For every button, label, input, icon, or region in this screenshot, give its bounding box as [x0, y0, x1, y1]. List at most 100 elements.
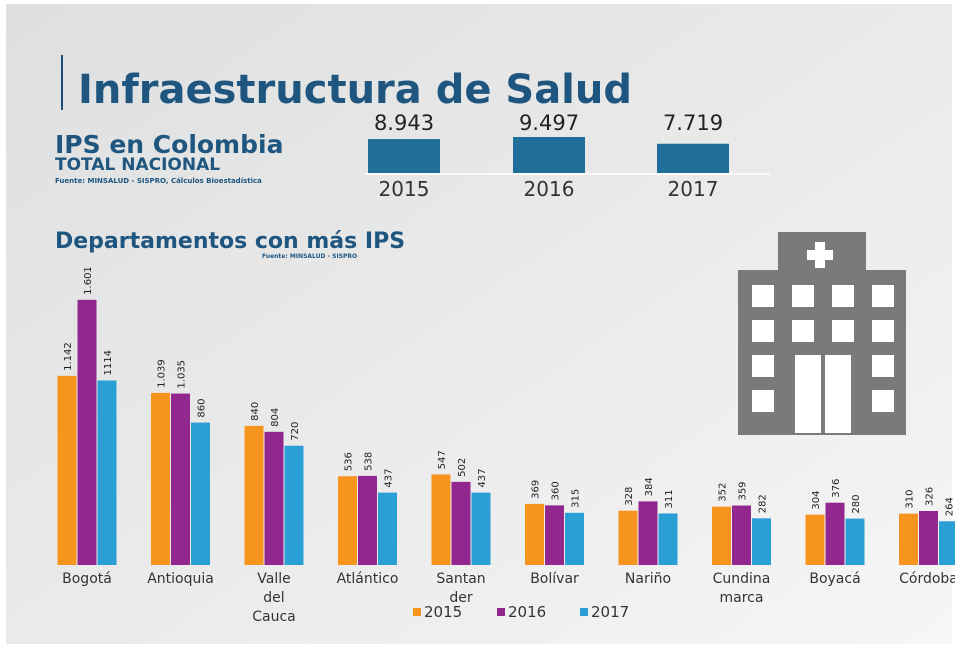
- value-label: 264: [945, 497, 955, 516]
- value-label: 311: [664, 489, 675, 508]
- bar: [919, 511, 938, 565]
- bar: [939, 521, 955, 565]
- bar: [658, 513, 678, 565]
- value-label: 720: [290, 422, 301, 441]
- bar: [338, 476, 357, 565]
- legend-swatch: [580, 608, 588, 616]
- x-tick-line: Cundina: [713, 571, 771, 587]
- source: Fuente: MINSALUD - SISPRO, Cálculos Bioe…: [55, 177, 262, 185]
- bar: [264, 431, 284, 565]
- value-label: 352: [718, 483, 729, 502]
- x-tick-line: Bogotá: [62, 571, 112, 587]
- chart-title: Departamentos con más IPS: [55, 229, 405, 254]
- bar: [657, 143, 729, 173]
- x-tick-line: Antioquia: [147, 571, 214, 587]
- value-label: 437: [384, 469, 395, 488]
- value-label: 376: [831, 479, 842, 498]
- bar: [97, 380, 117, 565]
- x-tick-line: Atlántico: [337, 571, 399, 587]
- value-label: 8.943: [374, 111, 434, 135]
- x-tick-label: Santan der: [436, 571, 485, 606]
- value-label: 502: [457, 458, 468, 477]
- x-tick-label: Valle del Cauca: [252, 571, 296, 625]
- x-tick-line: Santan: [436, 571, 485, 587]
- hospital-icon: [738, 232, 906, 435]
- x-tick-label: 2016: [524, 177, 575, 201]
- title: Infraestructura de Salud: [78, 67, 632, 113]
- bar: [151, 392, 170, 565]
- value-label: 384: [644, 477, 655, 496]
- value-label: 1114: [103, 350, 114, 375]
- x-tick-label: Bolívar: [530, 571, 579, 587]
- subtitle: IPS en Colombia: [55, 130, 283, 159]
- bar: [845, 518, 865, 565]
- bar: [712, 506, 731, 565]
- value-label: 326: [925, 487, 936, 506]
- x-tick-line: Cauca: [252, 609, 296, 625]
- value-label: 369: [531, 480, 542, 499]
- bar: [638, 501, 658, 565]
- value-label: 360: [551, 481, 562, 500]
- value-label: 538: [364, 452, 375, 471]
- value-label: 1.039: [157, 359, 168, 388]
- x-tick-line: Valle: [257, 571, 290, 587]
- x-tick-line: Nariño: [625, 571, 671, 587]
- value-label: 7.719: [663, 111, 723, 135]
- legend-label: 2015: [424, 603, 462, 621]
- bar: [752, 518, 771, 565]
- caption: TOTAL NACIONAL: [55, 155, 220, 175]
- value-label: 9.497: [519, 111, 579, 135]
- value-label: 280: [851, 495, 862, 514]
- bar: [899, 513, 918, 565]
- x-tick-label: Nariño: [625, 571, 671, 587]
- x-tick-line: del: [263, 590, 284, 606]
- bar: [565, 512, 584, 565]
- value-label: 359: [738, 481, 749, 500]
- x-tick-line: der: [449, 590, 473, 606]
- x-tick-label: Boyacá: [809, 571, 860, 587]
- bar: [284, 445, 304, 565]
- bar: [368, 139, 440, 173]
- bar: [471, 492, 491, 565]
- value-label: 536: [344, 452, 355, 471]
- bar: [57, 375, 77, 565]
- legend-label: 2016: [508, 603, 546, 621]
- x-tick-line: marca: [720, 590, 764, 606]
- value-label: 437: [477, 469, 488, 488]
- bar: [171, 393, 190, 565]
- x-tick-label: 2015: [379, 177, 430, 201]
- value-label: 804: [270, 408, 281, 427]
- value-label: 1.142: [63, 342, 74, 371]
- bar: [77, 299, 97, 565]
- x-tick-label: Córdoba: [899, 571, 955, 587]
- legend-swatch: [413, 608, 421, 616]
- value-label: 1.601: [83, 266, 94, 295]
- bar: [545, 505, 564, 565]
- bar: [732, 505, 751, 565]
- x-tick-line: Bolívar: [530, 571, 579, 587]
- value-label: 282: [758, 494, 769, 513]
- x-tick-label: Bogotá: [62, 571, 112, 587]
- value-label: 840: [250, 402, 261, 421]
- legend-swatch: [497, 608, 505, 616]
- value-label: 860: [197, 398, 208, 417]
- bar: [191, 422, 210, 565]
- bar: [358, 475, 377, 565]
- legend-label: 2017: [591, 603, 629, 621]
- bar: [825, 502, 845, 565]
- value-label: 1.035: [177, 360, 188, 389]
- bar: [513, 137, 585, 173]
- x-tick-line: Boyacá: [809, 571, 860, 587]
- bar: [451, 481, 471, 565]
- x-tick-label: Atlántico: [337, 571, 399, 587]
- x-tick-line: Córdoba: [899, 571, 955, 587]
- value-label: 328: [624, 487, 635, 506]
- value-label: 310: [905, 490, 916, 509]
- value-label: 304: [811, 491, 822, 510]
- x-tick-label: 2017: [668, 177, 719, 201]
- bar: [525, 503, 544, 565]
- x-tick-label: Antioquia: [147, 571, 214, 587]
- value-label: 547: [437, 450, 448, 469]
- bar: [805, 514, 825, 565]
